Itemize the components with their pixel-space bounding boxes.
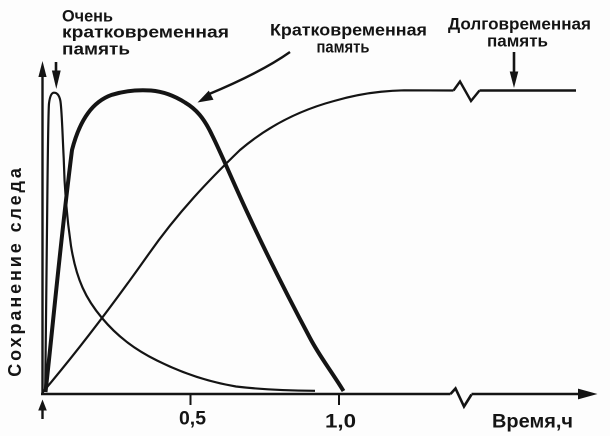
svg-text:Долговременная: Долговременная	[448, 15, 591, 34]
svg-text:0,5: 0,5	[179, 408, 206, 430]
svg-text:кратковременная: кратковременная	[62, 23, 229, 42]
svg-text:Кратковременная: Кратковременная	[270, 21, 427, 40]
svg-text:память: память	[487, 32, 548, 51]
svg-text:память: память	[62, 40, 130, 59]
svg-text:память: память	[317, 38, 370, 57]
svg-text:1,0: 1,0	[325, 411, 356, 433]
svg-text:Очень: Очень	[62, 7, 113, 26]
svg-text:Время,ч: Время,ч	[492, 412, 573, 433]
svg-text:Сохранение следа: Сохранение следа	[5, 165, 25, 376]
